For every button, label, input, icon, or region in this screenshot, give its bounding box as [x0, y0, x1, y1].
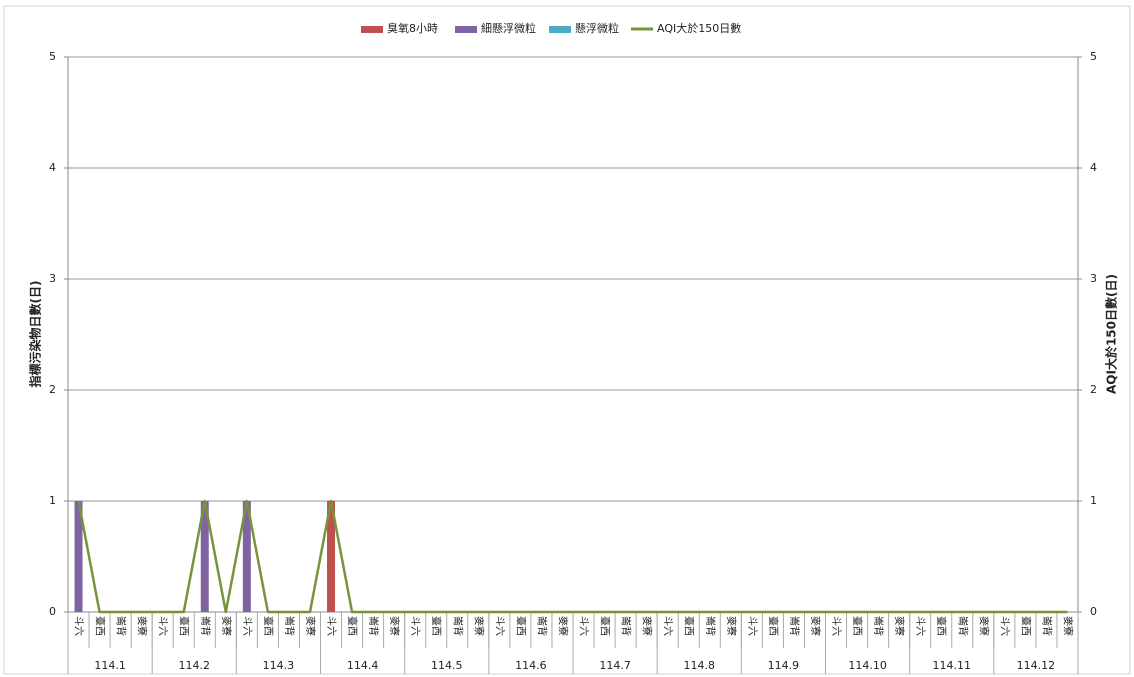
x-tick-label: 麥寮: [641, 616, 654, 636]
x-tick-label: 崙背: [1040, 616, 1053, 636]
x-tick-label: 麥寮: [1061, 616, 1074, 636]
x-tick-label: 斗六: [830, 616, 842, 636]
y-tick-label: 4: [49, 161, 56, 174]
x-tick-label: 臺西: [346, 616, 359, 636]
bar: [327, 501, 336, 612]
group-label: 114.12: [1017, 659, 1056, 672]
x-tick-label: 麥寮: [304, 616, 317, 636]
x-tick-label: 崙背: [620, 616, 633, 636]
x-tick-label: 崙背: [788, 616, 801, 636]
x-tick-label: 臺西: [262, 616, 275, 636]
x-tick-label: 崙背: [283, 616, 296, 636]
x-tick-label: 臺西: [94, 616, 107, 636]
group-label: 114.10: [848, 659, 887, 672]
x-tick-label: 斗六: [157, 616, 169, 636]
y2-axis-title: AQI大於150日數(日): [1104, 274, 1119, 394]
x-tick-label: 斗六: [578, 616, 590, 636]
bar: [74, 501, 83, 612]
group-label: 114.7: [599, 659, 631, 672]
legend-swatch: [549, 26, 571, 33]
x-tick-label: 崙背: [956, 616, 969, 636]
group-label: 114.1: [94, 659, 126, 672]
legend-label: 懸浮微粒: [575, 21, 619, 35]
x-tick-label: 斗六: [241, 616, 253, 636]
x-tick-label: 崙背: [199, 616, 212, 636]
group-label: 114.2: [179, 659, 211, 672]
y2-tick-label: 0: [1090, 605, 1097, 618]
bar: [200, 501, 209, 612]
x-tick-label: 麥寮: [472, 616, 485, 636]
y-axis-title: 指標污染物日數(日): [28, 281, 43, 388]
x-tick-label: 崙背: [451, 616, 464, 636]
x-tick-label: 麥寮: [809, 616, 822, 636]
x-tick-label: 臺西: [514, 616, 527, 636]
x-tick-label: 臺西: [851, 616, 864, 636]
x-tick-label: 麥寮: [388, 616, 401, 636]
x-tick-label: 斗六: [746, 616, 758, 636]
y2-tick-label: 2: [1090, 383, 1097, 396]
group-label: 114.8: [684, 659, 716, 672]
x-tick-label: 斗六: [662, 616, 674, 636]
legend-label: AQI大於150日數: [657, 21, 741, 35]
y-tick-label: 0: [49, 605, 56, 618]
group-label: 114.6: [515, 659, 547, 672]
y2-tick-label: 4: [1090, 161, 1097, 174]
line: [77, 499, 1068, 614]
y-tick-label: 5: [49, 50, 56, 63]
chart-frame: [3, 5, 1131, 675]
group-label: 114.5: [431, 659, 463, 672]
x-tick-label: 臺西: [683, 616, 696, 636]
x-tick-label: 臺西: [599, 616, 612, 636]
x-tick-label: 麥寮: [136, 616, 149, 636]
y-tick-label: 2: [49, 383, 56, 396]
x-tick-label: 臺西: [767, 616, 780, 636]
x-tick-label: 斗六: [73, 616, 85, 636]
y-tick-label: 3: [49, 272, 56, 285]
x-tick-label: 崙背: [872, 616, 885, 636]
x-tick-label: 麥寮: [893, 616, 906, 636]
legend-swatch: [455, 26, 477, 33]
legend-label: 細懸浮微粒: [481, 21, 536, 35]
x-tick-label: 崙背: [535, 616, 548, 636]
x-tick-label: 斗六: [493, 616, 505, 636]
group-label: 114.9: [768, 659, 800, 672]
y2-tick-label: 5: [1090, 50, 1097, 63]
x-tick-label: 斗六: [409, 616, 421, 636]
x-tick-label: 臺西: [178, 616, 191, 636]
x-tick-label: 麥寮: [220, 616, 233, 636]
x-tick-label: 臺西: [1019, 616, 1032, 636]
x-tick-label: 崙背: [704, 616, 717, 636]
y2-tick-label: 3: [1090, 272, 1097, 285]
x-tick-label: 斗六: [325, 616, 337, 636]
group-label: 114.11: [933, 659, 972, 672]
bar: [242, 501, 251, 612]
x-tick-label: 崙背: [367, 616, 380, 636]
x-tick-label: 臺西: [430, 616, 443, 636]
legend-label: 臭氧8小時: [387, 21, 438, 35]
y2-tick-label: 1: [1090, 494, 1097, 507]
legend-swatch: [361, 26, 383, 33]
group-label: 114.4: [347, 659, 379, 672]
x-tick-label: 斗六: [998, 616, 1010, 636]
y-tick-label: 1: [49, 494, 56, 507]
x-tick-label: 臺西: [935, 616, 948, 636]
group-label: 114.3: [263, 659, 295, 672]
x-tick-label: 麥寮: [725, 616, 738, 636]
x-tick-label: 斗六: [914, 616, 926, 636]
x-tick-label: 崙背: [115, 616, 128, 636]
x-tick-label: 麥寮: [556, 616, 569, 636]
x-tick-label: 麥寮: [977, 616, 990, 636]
